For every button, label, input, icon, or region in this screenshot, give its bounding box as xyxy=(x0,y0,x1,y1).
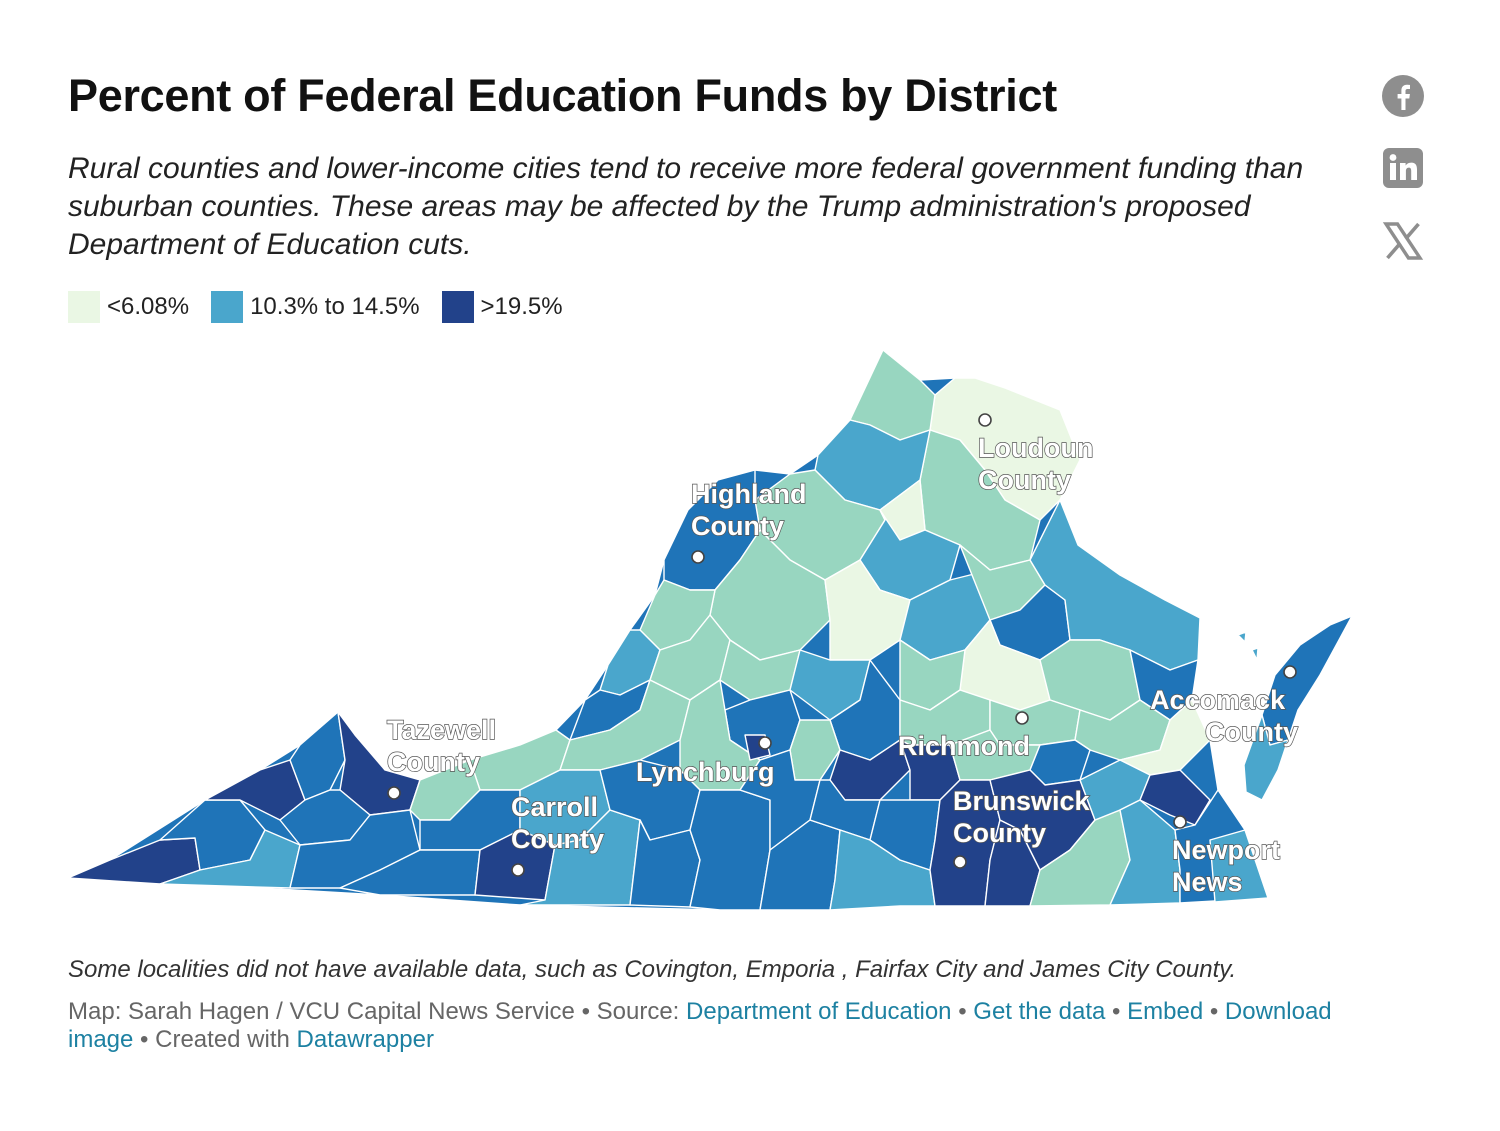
marker-accomack xyxy=(1283,665,1297,679)
separator-dot: • xyxy=(1209,998,1225,1025)
legend: <6.08% 10.3% to 14.5% >19.5% xyxy=(68,291,585,323)
label-loudoun-line2: County xyxy=(978,465,1071,495)
region-virginia-beach xyxy=(1209,829,1269,903)
linkedin-icon[interactable] xyxy=(1381,146,1425,190)
label-tazewell: Tazewell xyxy=(387,715,496,745)
legend-swatch-high xyxy=(441,291,474,323)
label-lynchburg: Lynchburg xyxy=(636,757,775,787)
legend-swatch-mid xyxy=(211,291,244,323)
marker-newport-news xyxy=(1173,815,1187,829)
chart-title: Percent of Federal Education Funds by Di… xyxy=(68,70,1057,121)
virginia-map: Loudoun County Highland County Tazewell … xyxy=(67,349,1353,911)
created-prefix: Created with xyxy=(155,1026,290,1053)
region-island-1 xyxy=(1237,631,1247,643)
marker-brunswick xyxy=(953,855,967,869)
region-northampton xyxy=(1243,714,1289,801)
separator-dot: • xyxy=(140,1026,156,1053)
label-highland-line2: County xyxy=(691,511,784,541)
legend-label-low: <6.08% xyxy=(107,293,190,320)
separator-dot: • xyxy=(1112,998,1128,1025)
x-icon[interactable] xyxy=(1381,219,1425,263)
marker-highland xyxy=(691,550,705,564)
legend-item-mid: 10.3% to 14.5% xyxy=(211,291,420,323)
download-image-link[interactable]: Download image xyxy=(68,998,1332,1053)
label-loudoun: Loudoun xyxy=(978,433,1093,463)
label-carroll: Carroll xyxy=(511,792,598,822)
source-prefix: Source: xyxy=(596,998,680,1025)
legend-item-low: <6.08% xyxy=(68,291,189,323)
map-credit: Map: Sarah Hagen / VCU Capital News Serv… xyxy=(68,998,575,1025)
label-accomack: Accomack xyxy=(1150,685,1286,715)
region-pittsylvania xyxy=(689,789,771,911)
label-newport-news: Newport xyxy=(1172,835,1280,865)
separator-dot: • xyxy=(581,998,597,1025)
marker-carroll xyxy=(511,863,525,877)
label-brunswick-line2: County xyxy=(953,818,1046,848)
label-carroll-line2: County xyxy=(511,824,604,854)
legend-label-mid: 10.3% to 14.5% xyxy=(250,293,420,320)
separator-dot: • xyxy=(958,998,974,1025)
label-tazewell-line2: County xyxy=(387,747,480,777)
label-accomack-line2: County xyxy=(1205,717,1298,747)
marker-tazewell xyxy=(387,786,401,800)
datawrapper-link[interactable]: Datawrapper xyxy=(296,1026,434,1053)
label-highland: Highland xyxy=(691,479,807,509)
chart-subtitle: Rural counties and lower-income cities t… xyxy=(68,152,1304,261)
marker-richmond xyxy=(1015,711,1029,725)
legend-label-high: >19.5% xyxy=(480,293,563,320)
embed-link[interactable]: Embed xyxy=(1127,998,1204,1025)
marker-loudoun xyxy=(978,413,992,427)
label-richmond: Richmond xyxy=(898,731,1030,761)
credits: Map: Sarah Hagen / VCU Capital News Serv… xyxy=(68,998,1398,1054)
region-island-2 xyxy=(1251,647,1259,661)
facebook-icon[interactable] xyxy=(1381,74,1425,118)
get-data-link[interactable]: Get the data xyxy=(973,998,1106,1025)
marker-lynchburg xyxy=(758,736,772,750)
legend-swatch-low xyxy=(68,291,100,323)
label-newport-news-line2: News xyxy=(1172,867,1243,897)
footnote: Some localities did not have available d… xyxy=(68,956,1237,983)
legend-item-high: >19.5% xyxy=(441,291,563,323)
source-link[interactable]: Department of Education xyxy=(686,998,952,1025)
label-brunswick: Brunswick xyxy=(953,786,1091,816)
